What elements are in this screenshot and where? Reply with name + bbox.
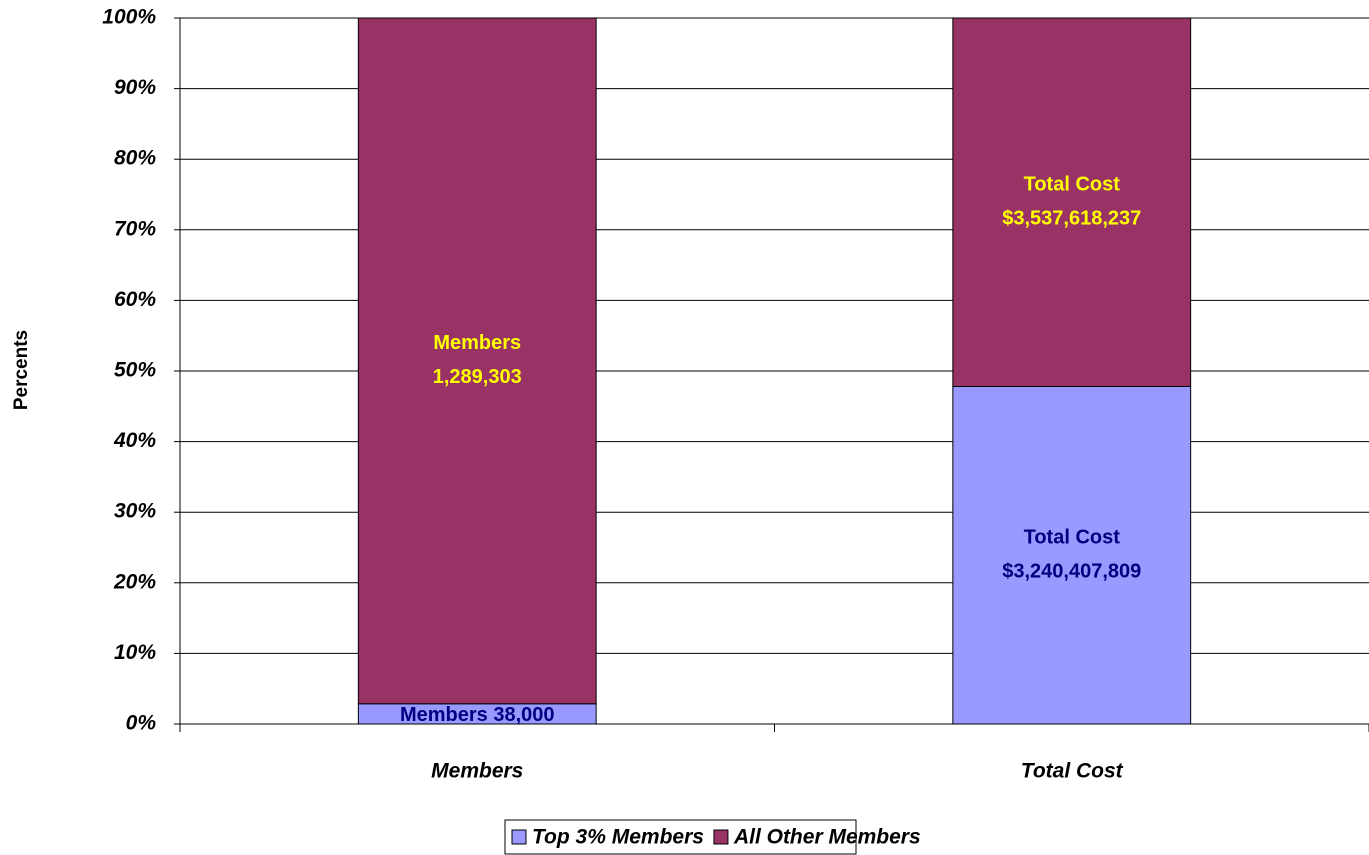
y-tick-label: 80% (114, 147, 156, 170)
y-tick-label: 90% (114, 76, 156, 99)
y-tick-label: 30% (114, 500, 156, 523)
data-label-value: 1,289,303 (433, 366, 522, 388)
data-label-value: $3,240,407,809 (1002, 561, 1141, 583)
data-label-name: Total Cost (1024, 174, 1121, 196)
y-tick-label: 40% (113, 429, 156, 452)
bar-segment (952, 17, 1192, 387)
y-tick-label: 50% (114, 359, 156, 382)
data-label-name: Members (433, 332, 521, 354)
y-tick-label: 10% (114, 641, 156, 664)
legend-swatch (511, 829, 527, 845)
data-label: Members 38,000 (400, 704, 555, 726)
y-tick-label: 20% (113, 570, 156, 593)
data-label-value: 38,000 (493, 704, 554, 726)
bar-segment (357, 17, 597, 705)
legend-label: Top 3% Members (532, 826, 704, 849)
x-tick-label: Members (431, 760, 523, 783)
y-tick-label: 70% (114, 217, 156, 240)
data-label-name: Members (400, 704, 488, 726)
y-tick-label: 0% (126, 712, 157, 735)
bar-segment (952, 385, 1192, 725)
data-label-value: $3,537,618,237 (1002, 208, 1141, 230)
data-label-name: Total Cost (1024, 527, 1121, 549)
y-tick-label: 100% (102, 6, 156, 29)
y-axis-title: Percents (11, 330, 32, 410)
y-tick-label: 60% (114, 288, 156, 311)
x-tick-label: Total Cost (1021, 760, 1124, 783)
legend-swatch (713, 829, 729, 845)
legend-label: All Other Members (733, 826, 921, 849)
legend-box (504, 819, 857, 855)
